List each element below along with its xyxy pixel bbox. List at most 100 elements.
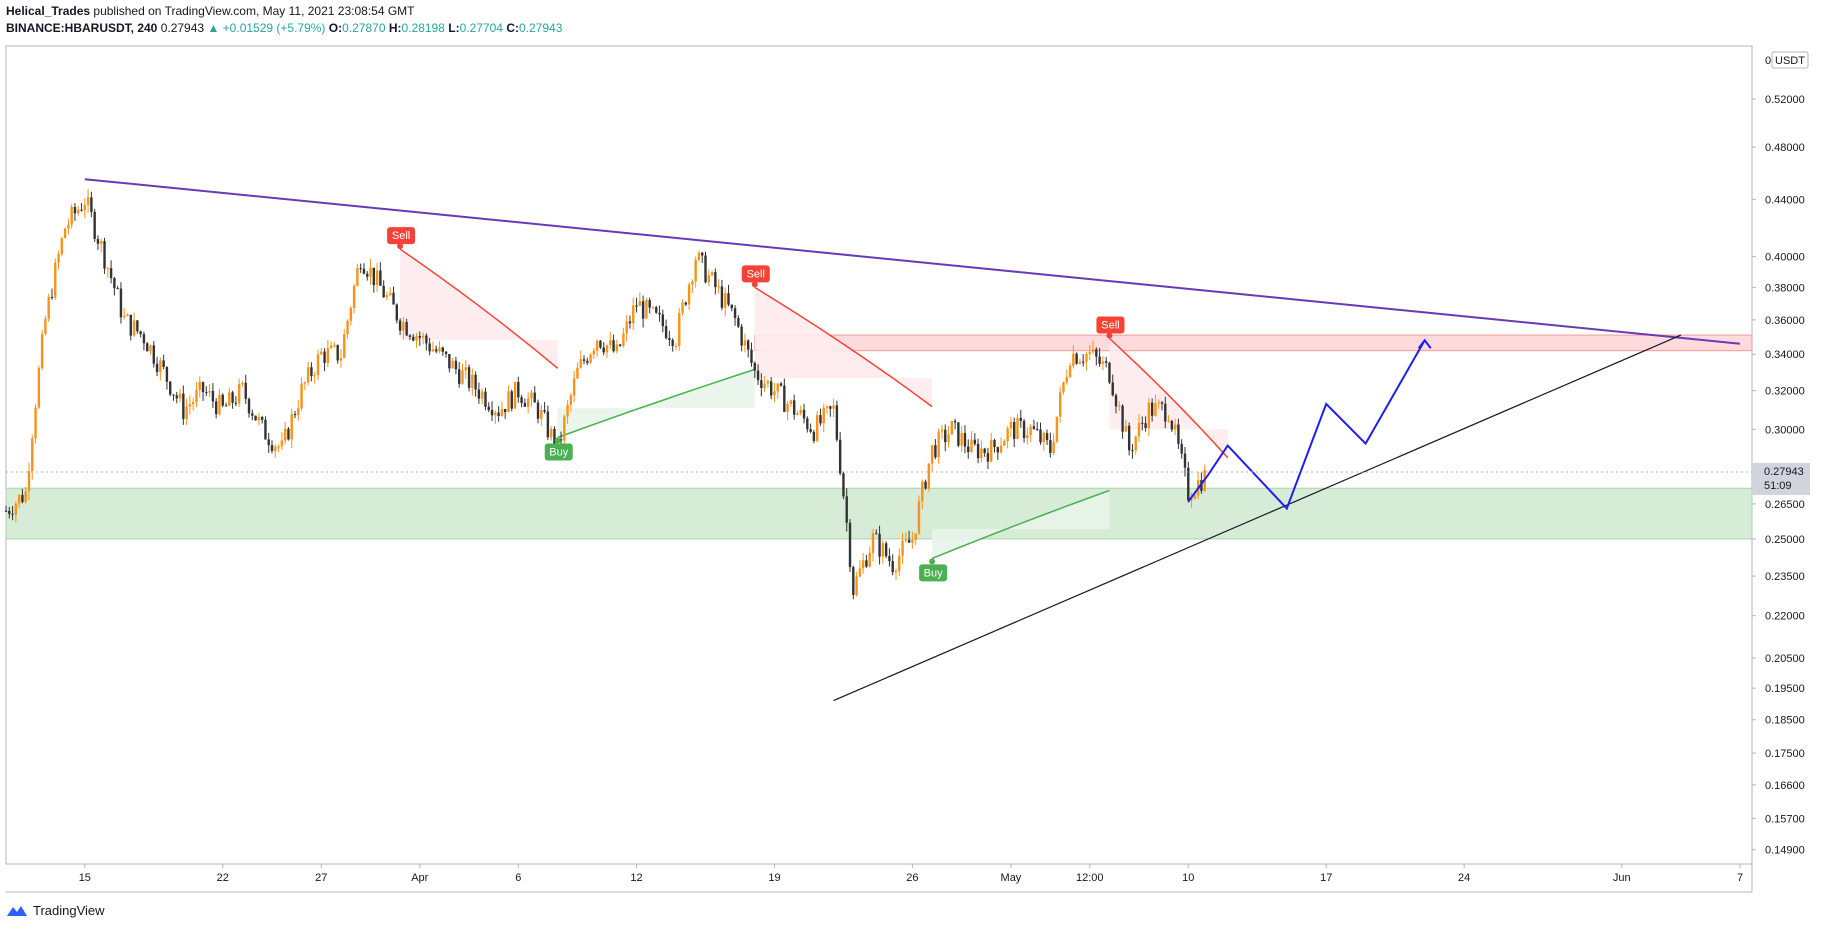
candle-body [792, 400, 796, 415]
candle-body [44, 318, 47, 334]
currency-badge: 0 USDT [1765, 51, 1809, 69]
candle-body [70, 207, 73, 225]
candle-body [1022, 420, 1026, 439]
candle-body [1075, 353, 1078, 364]
candle-body [375, 270, 379, 286]
candle-body [986, 453, 990, 462]
ascending-support-line [833, 334, 1682, 702]
candle-body [123, 316, 126, 318]
last-price-badge [1752, 463, 1810, 496]
candle-body [717, 286, 720, 288]
candle-body [572, 378, 576, 396]
candle-body [31, 438, 34, 472]
candle-body [632, 305, 635, 324]
price-tick-label: 0.14900 [1765, 845, 1805, 857]
candle-body [1068, 365, 1072, 377]
candle-body [1160, 402, 1164, 404]
candle-body [454, 360, 458, 370]
signal-label: Sell [392, 230, 410, 242]
time-tick-label: 19 [768, 872, 780, 884]
candle-body [999, 445, 1003, 453]
candle-body [990, 440, 993, 462]
footer-brand[interactable]: TradingView [6, 903, 105, 918]
candle-body [241, 382, 244, 385]
candle-body [280, 440, 284, 447]
candle-body [214, 401, 218, 415]
tradingview-logo-icon [7, 905, 27, 916]
last-price-label: 0.27943 [1764, 466, 1804, 478]
time-tick-label: May [1001, 872, 1022, 884]
candle-body [1173, 424, 1177, 430]
candle-body [852, 567, 855, 596]
price-tick-label: 0.32000 [1765, 386, 1805, 398]
candle-body [609, 340, 612, 346]
candle-body [618, 344, 622, 346]
candle-body [875, 533, 878, 535]
candle-body [329, 345, 333, 349]
candle-body [425, 335, 428, 344]
candle-body [40, 333, 44, 369]
candle-body [1124, 425, 1128, 432]
price-tick-label: 0.23500 [1765, 571, 1805, 583]
candle-body [418, 336, 421, 338]
candle-body [1154, 403, 1157, 416]
currency-box [1771, 51, 1809, 69]
candle-body [267, 439, 270, 446]
candle-body [796, 413, 799, 415]
candle-body [96, 238, 100, 244]
candle-body [487, 406, 490, 411]
candle-body [234, 402, 238, 404]
candle-body [63, 228, 67, 239]
candle-body [494, 412, 497, 416]
candle-body [287, 428, 290, 440]
candle-body [819, 415, 822, 424]
candle-body [789, 400, 793, 404]
candle-body [480, 391, 484, 399]
candle-body [983, 448, 986, 454]
candle-body [1065, 376, 1068, 383]
candle-body [1180, 443, 1183, 454]
candle-body [126, 314, 129, 317]
candle-body [1095, 349, 1098, 357]
candle-body [914, 533, 917, 540]
symbol-info: BINANCE:HBARUSDT, 240 0.27943 ▲ +0.01529… [6, 21, 562, 35]
candle-body [605, 345, 609, 353]
candle-body [884, 543, 888, 557]
candle-body [185, 406, 188, 419]
candle-body [1190, 498, 1193, 501]
candle-body [904, 539, 908, 541]
candle-body [661, 314, 665, 327]
candle-body [1134, 436, 1137, 451]
candle-body [747, 340, 750, 350]
supertrend-line [557, 368, 756, 439]
candle-body [944, 429, 947, 443]
candle-body [513, 381, 517, 409]
candle-body [888, 556, 891, 562]
candle-body [1141, 422, 1144, 424]
candle-body [970, 439, 973, 453]
candle-body [149, 345, 152, 352]
signal-dot [1106, 332, 1113, 339]
supertrend-fill [400, 249, 558, 369]
candle-body [50, 296, 54, 298]
candle-body [1177, 424, 1180, 444]
time-tick-label: 10 [1182, 872, 1194, 884]
candle-body [1032, 426, 1036, 429]
candle-body [1150, 402, 1154, 416]
candle-body [1147, 402, 1151, 428]
candle-body [950, 421, 954, 435]
candle-body [24, 491, 27, 503]
close-value: 0.27943 [518, 21, 563, 35]
candle-body [1019, 417, 1022, 421]
candle-body [339, 357, 343, 361]
candle-body [1104, 361, 1108, 363]
candle-body [1058, 392, 1062, 417]
candle-body [678, 313, 681, 347]
candle-body [750, 349, 753, 363]
time-tick-label: 24 [1458, 872, 1470, 884]
author-name[interactable]: Helical_Trades [6, 4, 91, 18]
countdown-label: 51:09 [1764, 480, 1792, 492]
candle-body [1091, 349, 1095, 353]
candle-body [773, 391, 776, 396]
